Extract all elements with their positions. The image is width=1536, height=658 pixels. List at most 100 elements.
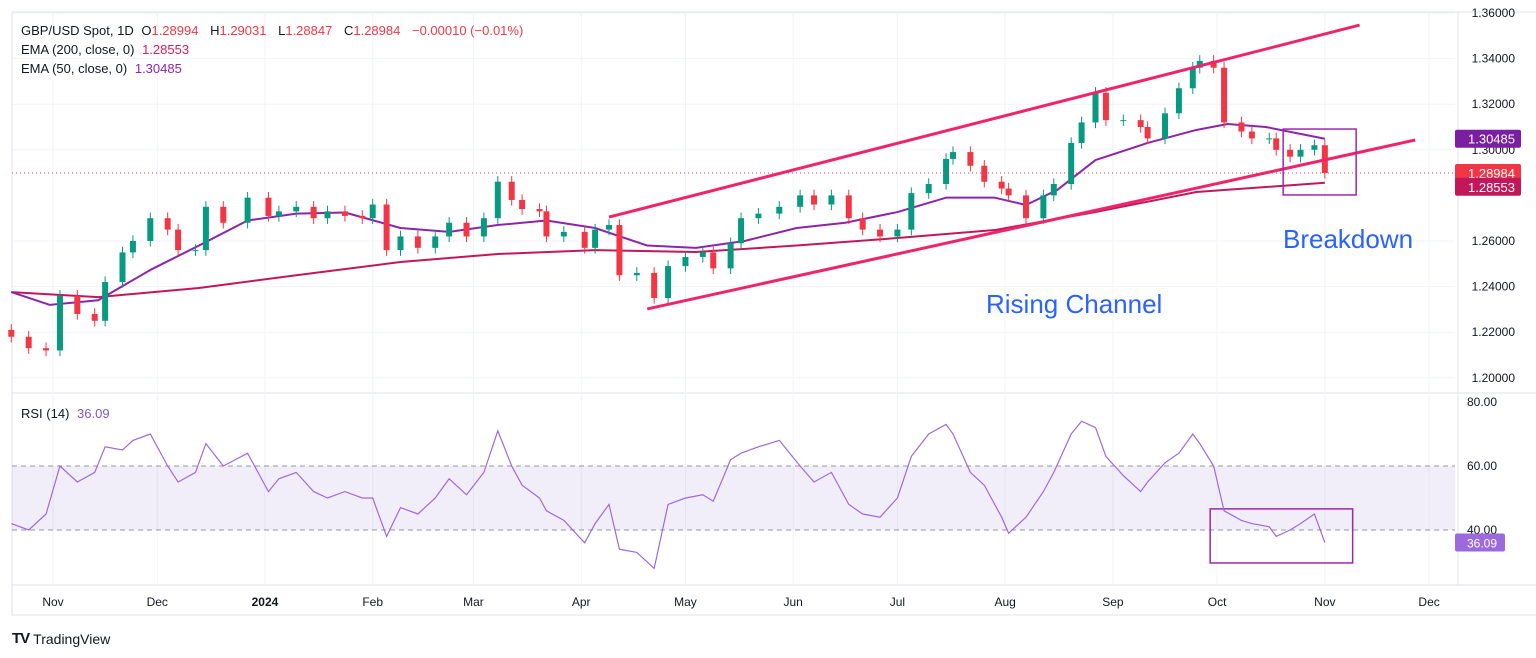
candle-body (1221, 67, 1228, 123)
price-tag (1455, 129, 1521, 148)
candle-body (1248, 131, 1255, 139)
time-axis-label: Nov (1314, 595, 1335, 609)
candle-body (1005, 188, 1012, 196)
candle-body (1078, 122, 1085, 143)
chart-frame (11, 11, 1536, 616)
ema200-legend: EMA (200, close, 0) 1.28553 (21, 42, 193, 57)
price-tag-label: 1.30485 (1468, 132, 1515, 147)
candle-body (383, 204, 390, 251)
candle-body (446, 222, 453, 237)
candle-body (494, 181, 501, 219)
candle-body (341, 211, 348, 216)
time-axis-label: May (674, 595, 697, 609)
candle-body (1196, 60, 1203, 68)
tradingview-logo[interactable]: TV TradingView (12, 630, 110, 647)
price-axis-label: 1.24000 (1472, 280, 1516, 294)
candle-body (463, 222, 470, 237)
ema200-label: EMA (200, close, 0) (21, 42, 135, 57)
brand-name: TradingView (33, 630, 111, 647)
candle-body (651, 272, 658, 298)
candle-body (1137, 120, 1144, 127)
ema50-value: 1.30485 (134, 61, 182, 76)
candle-body (1050, 184, 1057, 196)
rsi-axis-label: 40.00 (1467, 523, 1497, 537)
time-axis-label: Sep (1102, 595, 1124, 609)
price-change: −0.00010 (−0.01%) (411, 23, 524, 38)
rsi-tag (1455, 533, 1505, 552)
breakdown-label: Breakdown (1283, 224, 1414, 254)
candle-body (581, 231, 588, 248)
tradingview-logo-icon: TV (12, 630, 30, 647)
candle-body (776, 206, 783, 214)
candle-body (950, 152, 957, 159)
price-tag-label: 1.28984 (1468, 166, 1515, 181)
time-axis-label: Nov (42, 595, 63, 609)
candle-body (1311, 145, 1318, 150)
candle-body (56, 295, 63, 351)
candle-body (74, 295, 81, 314)
breakdown-box (1282, 128, 1357, 196)
candle-body (1210, 60, 1217, 68)
candle-body (220, 206, 227, 223)
candle-body (1273, 138, 1280, 150)
symbol-name: GBP/USD Spot, 1D (21, 23, 134, 38)
candle-body (192, 250, 199, 252)
price-axis-label: 1.32000 (1472, 97, 1516, 111)
candle-body (877, 229, 884, 237)
price-axis-label: 1.26000 (1472, 234, 1516, 248)
ohlc-low: L1.28847 (278, 23, 333, 38)
candle-body (480, 218, 487, 237)
ohlc-close: C1.28984 (343, 23, 401, 38)
candle-body (164, 218, 171, 230)
rsi-band (12, 466, 1455, 530)
ema200-value: 1.28553 (142, 42, 190, 57)
candle-body (202, 206, 209, 251)
ohlc-open: O1.28994 (141, 23, 199, 38)
price-tag (1455, 177, 1521, 196)
candle-body (1162, 113, 1168, 139)
candle-body (369, 204, 376, 219)
rsi-line (11, 420, 1326, 570)
ema50-legend: EMA (50, close, 0) 1.30485 (21, 61, 186, 76)
candle-body (699, 252, 706, 257)
candle-body (1102, 92, 1109, 121)
candle-body (1120, 120, 1127, 122)
price-tag (1455, 163, 1521, 182)
time-axis-label: 2024 (252, 595, 279, 609)
candle-body (543, 211, 550, 237)
candle-body (998, 181, 1005, 189)
time-axis-label: Aug (994, 595, 1015, 609)
ema50-line (10, 123, 1326, 306)
candle-body (310, 206, 317, 219)
candle-body (324, 211, 331, 219)
candle-body (811, 195, 818, 205)
time-axis-label: Jul (890, 595, 905, 609)
candle-body (359, 215, 366, 219)
candle-body (845, 195, 852, 219)
candle-body (1189, 67, 1196, 89)
candle-body (1266, 138, 1273, 140)
candle-body (1175, 88, 1182, 114)
price-axis-label: 1.36000 (1472, 6, 1516, 20)
rising-channel-label: Rising Channel (986, 289, 1163, 319)
candle-body (1238, 122, 1245, 132)
candle-body (727, 243, 734, 269)
candle-body (682, 256, 689, 267)
rsi-label: RSI (14) (21, 406, 70, 421)
candle-body (633, 272, 640, 276)
time-axis-label: Feb (362, 595, 383, 609)
candle-body (397, 236, 404, 251)
rsi-tag-label: 36.09 (1467, 537, 1497, 551)
candle-body (797, 195, 804, 207)
candle-body (102, 282, 109, 321)
candle-body (1144, 127, 1151, 139)
candle-body (665, 266, 672, 298)
price-axis-label: 1.22000 (1472, 325, 1516, 339)
candle-body (943, 158, 950, 184)
candle-body (25, 336, 32, 349)
candle-body (616, 225, 623, 276)
time-axis-label: Dec (147, 595, 168, 609)
ohlc-high: H1.29031 (210, 23, 267, 38)
candle-body (91, 313, 98, 321)
